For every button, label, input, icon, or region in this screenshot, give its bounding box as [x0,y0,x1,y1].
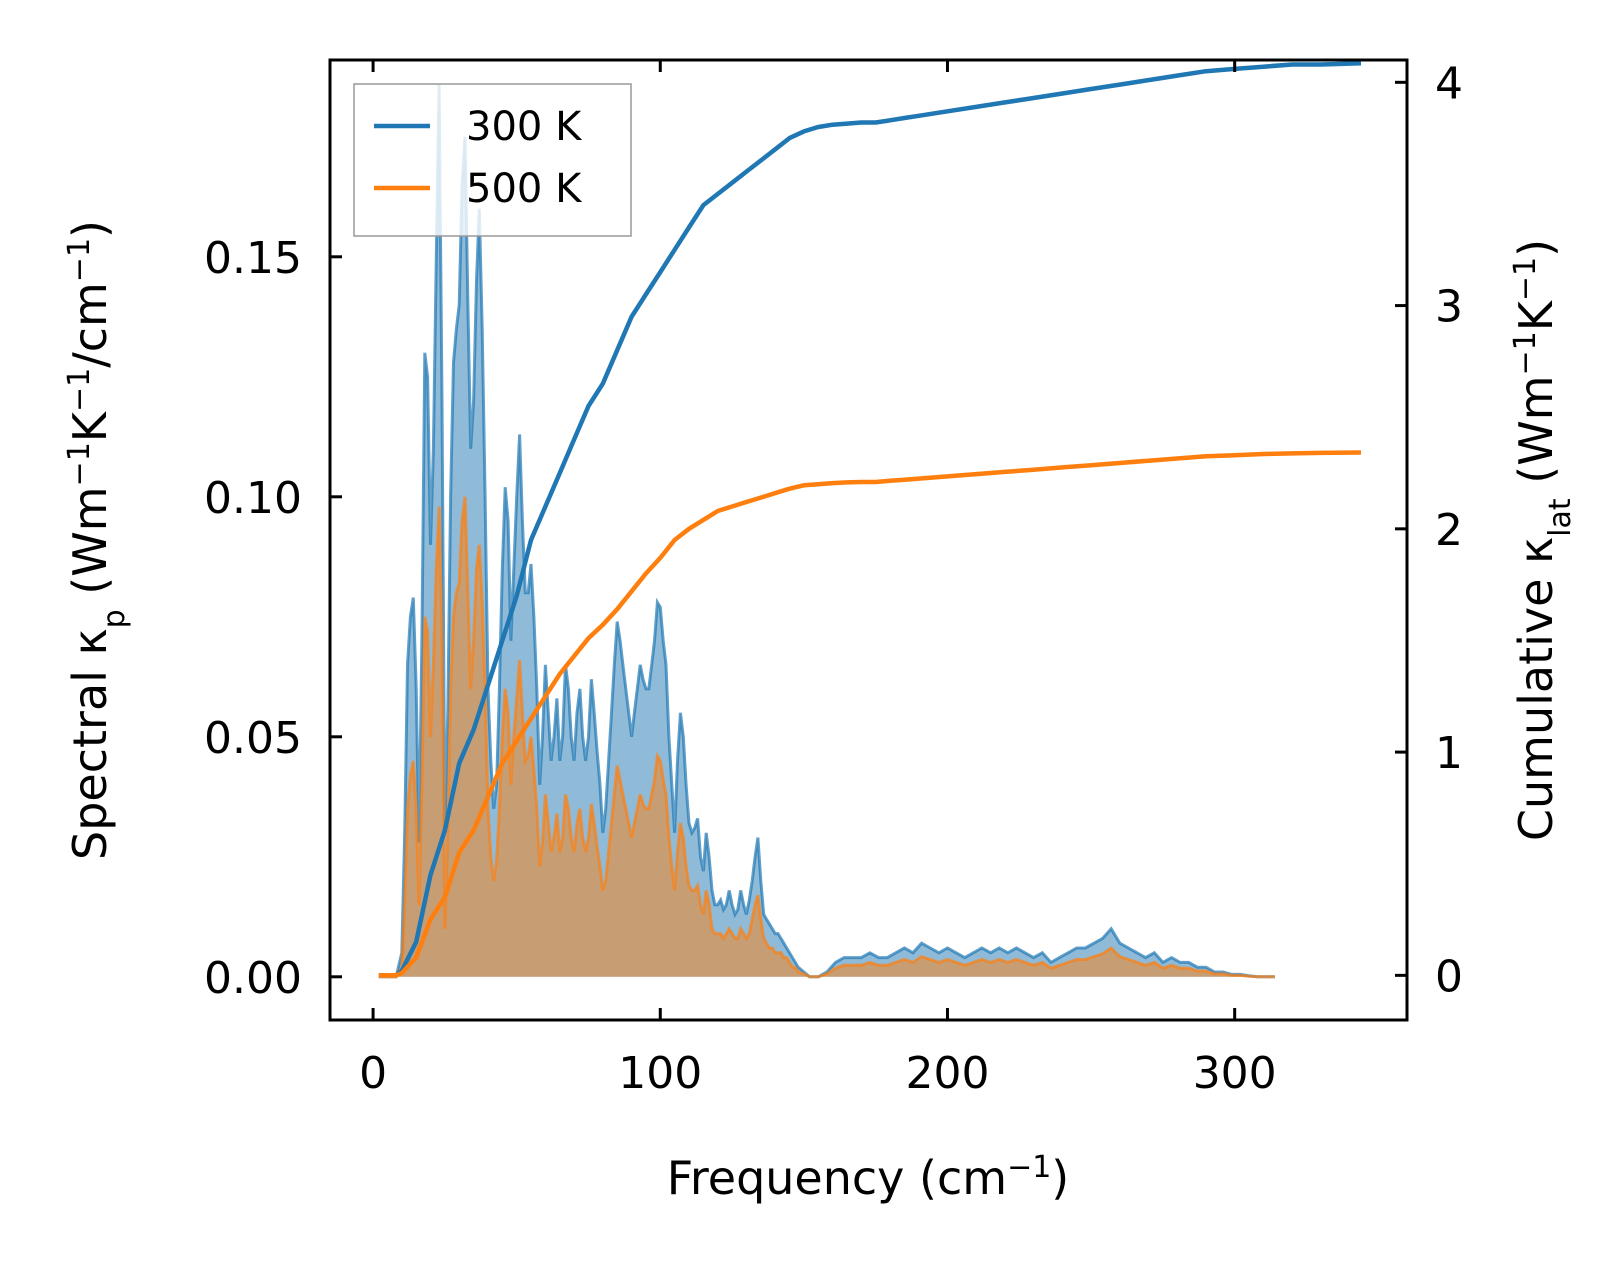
y-right-axis-title-part: K [1509,299,1563,331]
y-right-axis-title-part: lat [1543,498,1578,537]
y-left-axis-title-part: ) [63,220,117,238]
y-left-axis-title-part: p [97,609,132,628]
spectral-500k-line [378,496,1275,979]
y-left-tick-label: 0.05 [204,713,302,764]
legend-box [353,83,632,237]
y-left-axis-title-part: K [63,410,117,442]
y-left-axis-title-part: −1 [62,238,97,282]
y-left-axis-title-part: Spectral κ [63,628,117,860]
spectral-500k-fill [378,496,1275,977]
y-right-axis-title-part: (Wm [1509,375,1563,498]
y-right-axis-title-part: ) [1509,239,1563,257]
plot-frame [328,58,1409,1022]
legend-label-500k: 500 K [466,166,583,212]
x-axis-title: Frequency (cm−1) [667,1150,1070,1206]
x-tick-label: 200 [905,1048,989,1099]
plot-area [378,61,1362,979]
x-tick-label: 300 [1193,1048,1277,1099]
y-left-axis-title-part: −1 [62,368,97,412]
y-right-tick-label: 2 [1435,505,1463,556]
spectral-300k-line [378,83,1275,979]
x-axis-title-sup: −1 [1007,1150,1051,1185]
y-right-axis-title-part: Cumulative κ [1509,537,1563,841]
y-right-tick-label: 3 [1435,282,1463,333]
legend: 300 K 500 K [353,83,632,237]
x-tick-label: 0 [359,1048,387,1099]
y-left-tick-label: 0.00 [204,953,302,1004]
y-right-axis-title-part: −1 [1508,257,1543,301]
y-right-axis-title-part: −1 [1508,331,1543,375]
y-left-tick-label: 0.15 [204,233,302,284]
x-axis-title-close: ) [1051,1151,1069,1205]
y-right-tick-label: 4 [1435,58,1463,109]
y-left-axis-title-part: (Wm [63,486,117,609]
y-right-axis-title: Cumulative κlat (Wm−1K−1) [1508,239,1578,841]
y-left-tick-label: 0.10 [204,473,302,524]
axis-ticks: 0 100 200 300 0.00 0.05 0.10 0.15 0 1 2 3 4 [204,58,1463,1099]
y-right-tick-label: 1 [1435,728,1463,779]
cumulative-300k-line [378,61,1362,978]
x-axis-title-main: Frequency (cm [667,1151,1007,1205]
y-right-tick-label: 0 [1435,951,1463,1002]
y-left-axis-title-part: /cm [63,282,117,368]
cumulative-500k-line [378,450,1362,978]
legend-label-300k: 300 K [466,104,583,150]
y-left-axis-title-part: −1 [62,442,97,486]
x-tick-label: 100 [618,1048,702,1099]
y-left-axis-title: Spectral κp (Wm−1K−1/cm−1) [62,220,132,860]
